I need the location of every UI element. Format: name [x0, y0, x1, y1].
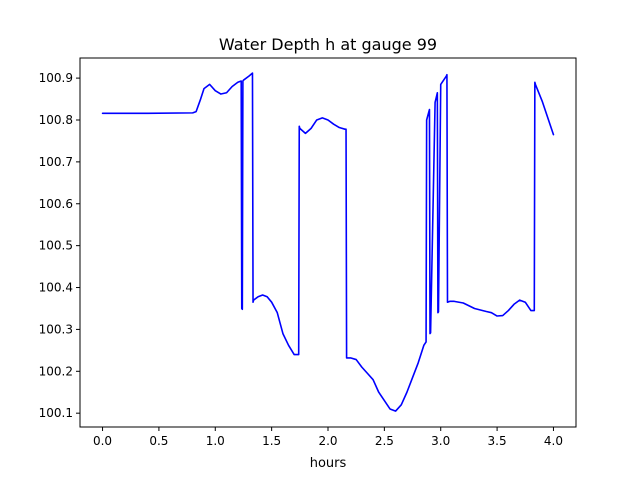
x-tick-label: 2.0	[318, 434, 337, 448]
series-layer	[101, 72, 555, 412]
x-tick-label: 3.5	[488, 434, 507, 448]
y-tick-label: 100.7	[39, 155, 73, 169]
y-tick-label: 100.6	[39, 197, 73, 211]
x-axis-label: hours	[310, 456, 347, 471]
x-axis: 0.0 0.5 1.0 1.5 2.0 2.5 3.0 3.5 4.0	[93, 427, 563, 448]
y-tick-label: 100.4	[39, 281, 73, 295]
x-tick-label: 0.0	[93, 434, 112, 448]
plot-area	[79, 57, 577, 428]
y-tick-label: 100.3	[39, 322, 73, 336]
y-tick-label: 100.8	[39, 113, 73, 127]
y-tick-label: 100.5	[39, 239, 73, 253]
x-tick-label: 3.0	[431, 434, 450, 448]
x-tick-label: 0.5	[149, 434, 168, 448]
x-tick-label: 1.0	[206, 434, 225, 448]
chart-title: Water Depth h at gauge 99	[219, 35, 437, 54]
x-tick-label: 4.0	[544, 434, 563, 448]
y-tick-label: 100.1	[39, 406, 73, 420]
y-tick-label: 100.9	[39, 71, 73, 85]
series-line-0	[101, 72, 555, 412]
y-tick-label: 100.2	[39, 364, 73, 378]
x-tick-label: 2.5	[375, 434, 394, 448]
y-axis: 100.1 100.2 100.3 100.4 100.5 100.6 100.7 100.8…	[39, 71, 80, 420]
x-tick-label: 1.5	[262, 434, 281, 448]
